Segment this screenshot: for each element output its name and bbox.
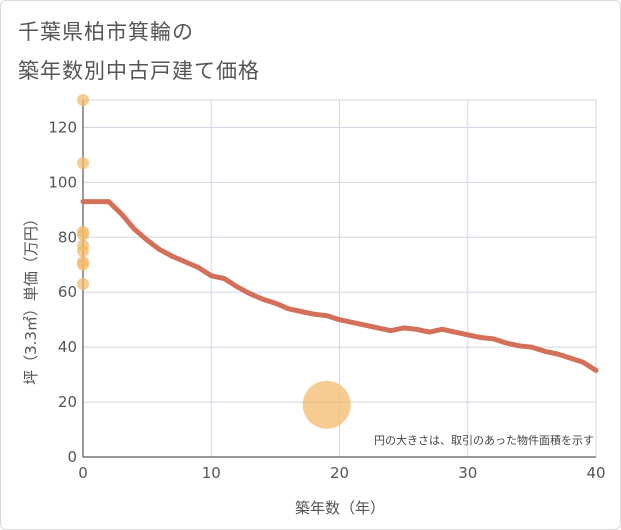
- x-tick-label: 30: [458, 464, 477, 482]
- y-axis-label: 坪（3.3㎡）単価（万円）: [22, 211, 40, 385]
- y-tick-label: 20: [58, 393, 77, 411]
- chart-title-line1: 千葉県柏市箕輪の: [18, 20, 194, 44]
- x-tick-label: 0: [78, 464, 88, 482]
- x-tick-label: 20: [330, 464, 349, 482]
- y-tick-label: 120: [48, 118, 77, 136]
- x-axis-label: 築年数（年）: [295, 499, 385, 517]
- scatter-point: [77, 245, 89, 258]
- x-tick-label: 40: [586, 464, 605, 482]
- y-tick-label: 0: [67, 448, 77, 466]
- x-tick-label: 10: [202, 464, 221, 482]
- tick-labels: 0 20 40 60 80 100 120 0 10 20 30 40: [48, 118, 605, 482]
- scatter-point: [77, 94, 89, 106]
- y-tick-label: 60: [58, 283, 77, 301]
- series-line: [80, 199, 599, 373]
- scatter-point: [302, 380, 351, 429]
- scatter-points: [77, 94, 351, 429]
- scatter-point: [77, 277, 89, 290]
- series-lines: [80, 199, 599, 373]
- y-tick-label: 100: [48, 173, 77, 191]
- y-tick-label: 40: [58, 338, 77, 356]
- size-note: 円の大きさは、取引のあった物件面積を示す: [374, 433, 594, 447]
- y-tick-label: 80: [58, 228, 77, 246]
- chart-title-line2: 築年数別中古戸建て価格: [18, 59, 260, 83]
- grid: [82, 99, 597, 458]
- scatter-point: [77, 258, 89, 271]
- scatter-point: [77, 157, 89, 170]
- scatter-point: [77, 228, 89, 241]
